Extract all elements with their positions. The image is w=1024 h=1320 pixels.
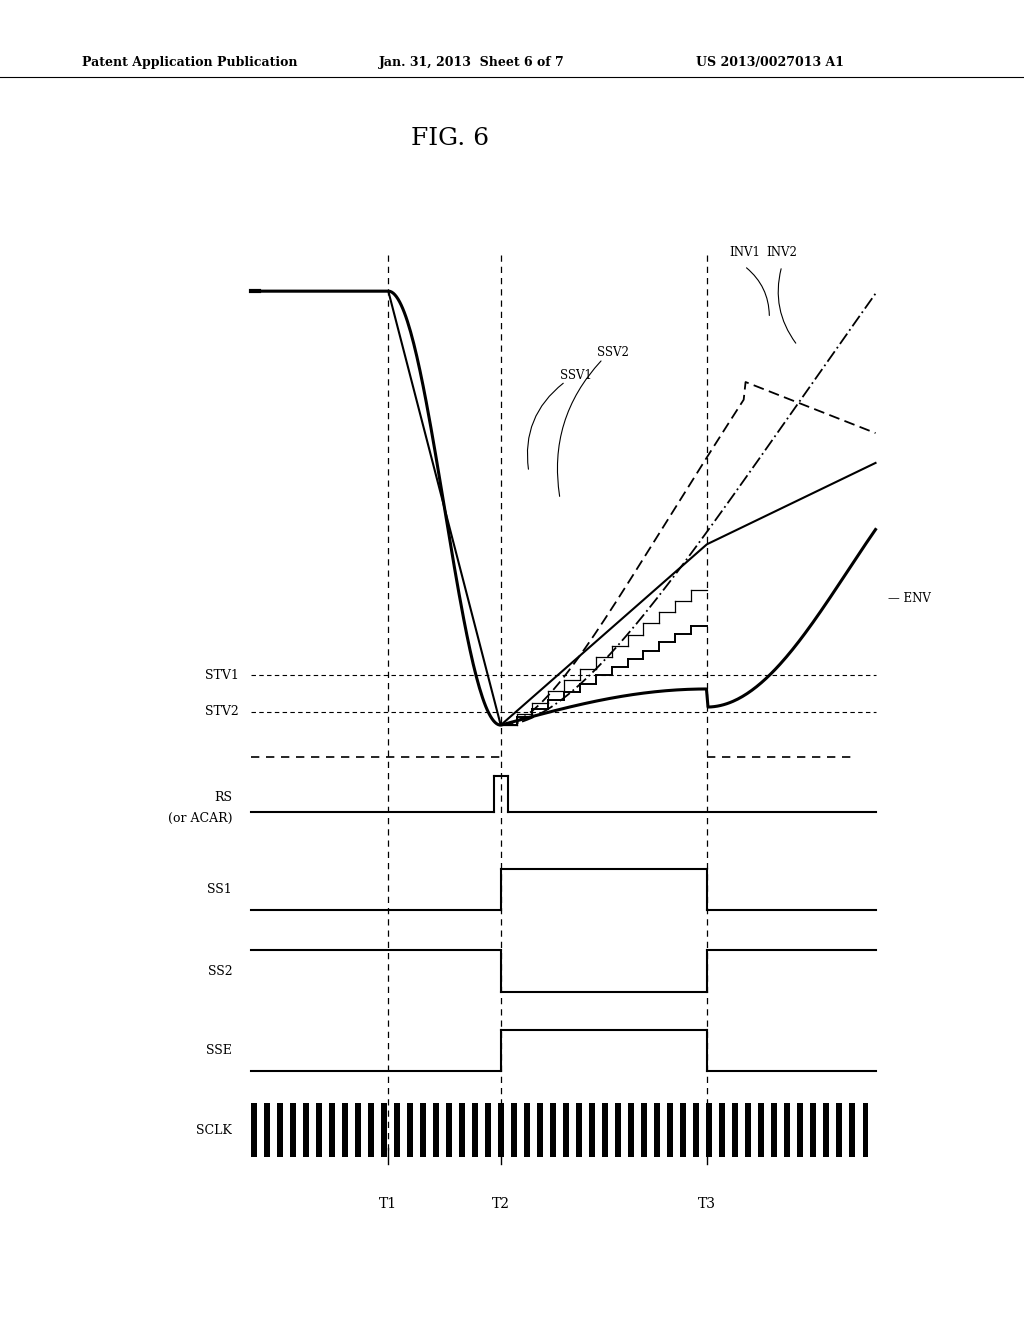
Bar	[680, 1104, 686, 1158]
Bar	[654, 1104, 660, 1158]
Text: (or ACAR): (or ACAR)	[168, 812, 232, 825]
Text: INV2: INV2	[766, 247, 798, 260]
Text: SSV2: SSV2	[597, 346, 629, 359]
Bar	[433, 1104, 439, 1158]
Bar	[550, 1104, 556, 1158]
Bar	[862, 1104, 868, 1158]
Bar	[355, 1104, 360, 1158]
Bar	[719, 1104, 725, 1158]
Bar	[850, 1104, 855, 1158]
Text: Patent Application Publication: Patent Application Publication	[82, 55, 297, 69]
Bar	[771, 1104, 777, 1158]
Bar	[303, 1104, 309, 1158]
Bar	[472, 1104, 478, 1158]
Bar	[693, 1104, 699, 1158]
Bar	[784, 1104, 791, 1158]
Bar	[251, 1104, 257, 1158]
Bar	[368, 1104, 374, 1158]
Text: SSV1: SSV1	[560, 368, 592, 381]
Text: T3: T3	[698, 1197, 716, 1212]
Text: SSE: SSE	[206, 1044, 232, 1057]
Text: SS2: SS2	[208, 965, 232, 978]
Bar	[342, 1104, 348, 1158]
Bar	[381, 1104, 387, 1158]
Bar	[563, 1104, 569, 1158]
Text: SS1: SS1	[208, 883, 232, 896]
Bar	[524, 1104, 530, 1158]
Bar	[407, 1104, 413, 1158]
Bar	[538, 1104, 543, 1158]
Text: Jan. 31, 2013  Sheet 6 of 7: Jan. 31, 2013 Sheet 6 of 7	[379, 55, 564, 69]
Bar	[290, 1104, 296, 1158]
Bar	[446, 1104, 452, 1158]
Bar	[668, 1104, 673, 1158]
Text: STV2: STV2	[205, 705, 239, 718]
Bar	[394, 1104, 400, 1158]
Bar	[823, 1104, 829, 1158]
Bar	[459, 1104, 465, 1158]
Bar	[641, 1104, 647, 1158]
Text: — ENV: — ENV	[888, 593, 931, 605]
Bar	[589, 1104, 595, 1158]
Bar	[264, 1104, 269, 1158]
Text: T2: T2	[492, 1197, 510, 1212]
Bar	[602, 1104, 608, 1158]
Bar	[577, 1104, 582, 1158]
Bar	[615, 1104, 622, 1158]
Bar	[629, 1104, 634, 1158]
Text: US 2013/0027013 A1: US 2013/0027013 A1	[696, 55, 845, 69]
Bar	[276, 1104, 283, 1158]
Text: STV1: STV1	[205, 669, 239, 682]
Text: INV1: INV1	[729, 247, 760, 260]
Text: FIG. 6: FIG. 6	[412, 127, 489, 150]
Text: RS: RS	[214, 792, 232, 804]
Bar	[732, 1104, 738, 1158]
Text: SCLK: SCLK	[197, 1123, 232, 1137]
Bar	[837, 1104, 843, 1158]
Bar	[316, 1104, 322, 1158]
Bar	[485, 1104, 490, 1158]
Bar	[798, 1104, 803, 1158]
Bar	[759, 1104, 764, 1158]
Text: T1: T1	[379, 1197, 397, 1212]
Bar	[707, 1104, 713, 1158]
Bar	[511, 1104, 517, 1158]
Bar	[745, 1104, 752, 1158]
Bar	[810, 1104, 816, 1158]
Bar	[498, 1104, 504, 1158]
Bar	[420, 1104, 426, 1158]
Bar	[329, 1104, 335, 1158]
